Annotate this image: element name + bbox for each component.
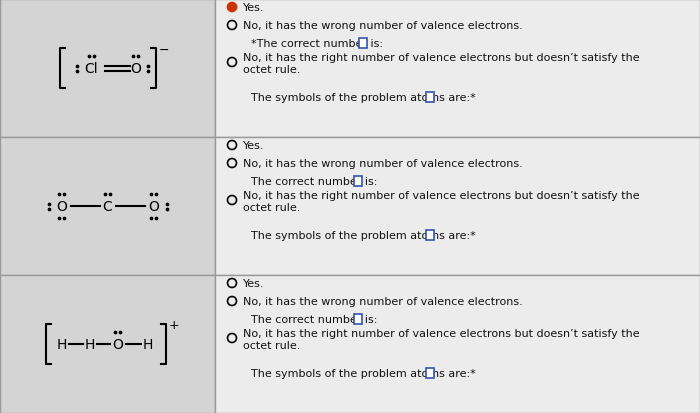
Text: O: O	[112, 337, 123, 351]
Bar	[426, 230, 434, 240]
Text: No, it has the right number of valence electrons but doesn’t satisfy the: No, it has the right number of valence e…	[243, 190, 640, 201]
Text: The correct number is:: The correct number is:	[251, 314, 377, 324]
Text: The symbols of the problem atoms are:*: The symbols of the problem atoms are:*	[251, 368, 476, 378]
Text: Yes.: Yes.	[243, 3, 265, 13]
Text: No, it has the right number of valence electrons but doesn’t satisfy the: No, it has the right number of valence e…	[243, 328, 640, 338]
Text: Cl: Cl	[85, 62, 98, 76]
Text: octet rule.: octet rule.	[243, 65, 300, 75]
Text: No, it has the wrong number of valence electrons.: No, it has the wrong number of valence e…	[243, 296, 523, 306]
Text: −: −	[158, 43, 169, 56]
Bar	[0, 138, 215, 275]
Text: The symbols of the problem atoms are:*: The symbols of the problem atoms are:*	[251, 230, 476, 240]
Bar	[215, 275, 700, 413]
Text: Yes.: Yes.	[243, 141, 265, 151]
Bar	[426, 93, 434, 103]
Text: +: +	[169, 319, 179, 332]
Bar	[0, 275, 215, 413]
Text: *The correct number is:: *The correct number is:	[251, 39, 383, 49]
Bar	[426, 368, 434, 378]
Bar	[215, 0, 700, 138]
Bar	[354, 314, 362, 324]
Text: No, it has the wrong number of valence electrons.: No, it has the wrong number of valence e…	[243, 159, 523, 169]
Text: O: O	[56, 199, 67, 214]
Text: O: O	[130, 62, 141, 76]
Text: octet rule.: octet rule.	[243, 202, 300, 212]
Bar	[0, 0, 215, 138]
Text: No, it has the wrong number of valence electrons.: No, it has the wrong number of valence e…	[243, 21, 523, 31]
Text: O: O	[148, 199, 159, 214]
Text: The symbols of the problem atoms are:*: The symbols of the problem atoms are:*	[251, 93, 476, 103]
Text: C: C	[103, 199, 113, 214]
Circle shape	[228, 3, 237, 12]
Text: octet rule.: octet rule.	[243, 340, 300, 350]
Text: H: H	[142, 337, 153, 351]
Bar	[354, 177, 362, 187]
Text: No, it has the right number of valence electrons but doesn’t satisfy the: No, it has the right number of valence e…	[243, 53, 640, 63]
Text: H: H	[84, 337, 95, 351]
Text: The correct number is:: The correct number is:	[251, 177, 377, 187]
Bar	[215, 138, 700, 275]
Bar	[358, 39, 367, 49]
Text: H: H	[56, 337, 66, 351]
Text: Yes.: Yes.	[243, 278, 265, 288]
